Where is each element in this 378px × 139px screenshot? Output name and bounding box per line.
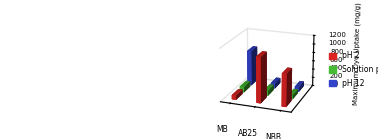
Legend: pH 2, Solution pH, pH 12: pH 2, Solution pH, pH 12	[329, 51, 378, 88]
